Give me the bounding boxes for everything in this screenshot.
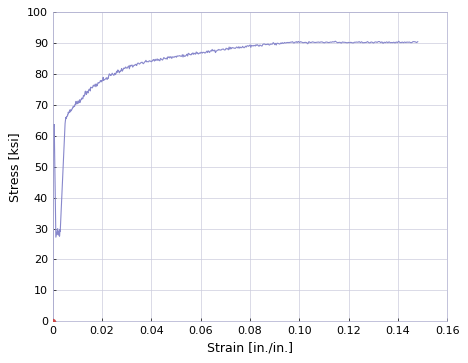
Y-axis label: Stress [ksi]: Stress [ksi]	[8, 132, 22, 201]
X-axis label: Strain [in./in.]: Strain [in./in.]	[207, 342, 293, 355]
